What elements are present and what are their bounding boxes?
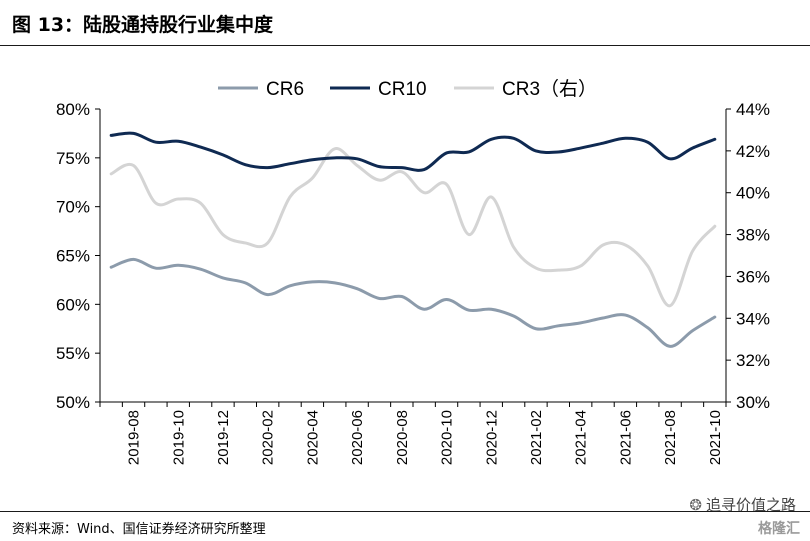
line-chart: 50% 55% 60% 65% 70% 75% 80% 30% 32% 34% 36% 38% 40% 4… <box>56 78 770 465</box>
x-tick-label: 2021-10 <box>707 410 724 465</box>
right-y-tick-label: 36% <box>736 267 770 286</box>
right-y-tick-label: 40% <box>736 184 770 203</box>
legend-label-cr6: CR6 <box>266 79 304 100</box>
x-tick-label: 2021-08 <box>662 410 679 465</box>
right-y-tick-label: 38% <box>736 226 770 245</box>
left-y-tick-label: 65% <box>56 247 90 266</box>
x-tick-label: 2020-06 <box>349 410 366 465</box>
series-line-cr6 <box>109 257 717 348</box>
left-y-tick-label: 60% <box>56 295 90 314</box>
figure-footer: 资料来源：Wind、国信证券经济研究所整理 <box>0 512 810 541</box>
right-y-tick-label: 34% <box>736 309 770 328</box>
watermark-account-text: 追寻价值之路 <box>705 496 796 514</box>
watermark-account: ❂ 追寻价值之路 <box>689 494 796 515</box>
left-y-tick-label: 55% <box>56 344 90 363</box>
x-tick-label: 2019-12 <box>215 410 232 465</box>
left-y-tick-label: 70% <box>56 198 90 217</box>
wechat-icon: ❂ <box>689 496 702 514</box>
x-tick-label: 2020-02 <box>260 410 277 465</box>
series-line-cr3 <box>109 147 717 308</box>
source-note: 资料来源：Wind、国信证券经济研究所整理 <box>12 522 266 537</box>
x-tick-label: 2021-06 <box>617 410 634 465</box>
left-y-tick-label: 50% <box>56 393 90 412</box>
top-rule <box>0 45 810 46</box>
left-y-tick-label: 80% <box>56 100 90 119</box>
x-tick-label: 2020-12 <box>483 410 500 465</box>
x-tick-label: 2020-04 <box>304 410 321 465</box>
right-y-tick-label: 42% <box>736 142 770 161</box>
legend-label-cr10: CR10 <box>378 79 427 100</box>
series-line-cr10 <box>109 131 717 172</box>
x-tick-label: 2021-04 <box>573 410 590 465</box>
legend-label-cr3: CR3（右） <box>502 78 597 100</box>
right-y-tick-label: 44% <box>736 100 770 119</box>
left-y-tick-label: 75% <box>56 149 90 168</box>
bottom-rule <box>0 511 810 512</box>
watermark-brand: 格隆汇 <box>758 521 800 537</box>
x-tick-label: 2020-10 <box>439 410 456 465</box>
right-y-tick-label: 32% <box>736 351 770 370</box>
x-tick-label: 2020-08 <box>394 410 411 465</box>
x-tick-label: 2019-10 <box>170 410 187 465</box>
figure-title: 图 13：陆股通持股行业集中度 <box>12 14 274 36</box>
x-tick-label: 2019-08 <box>126 410 143 465</box>
figure-header: 图 13：陆股通持股行业集中度 <box>0 0 810 46</box>
right-y-tick-label: 30% <box>736 393 770 412</box>
x-tick-label: 2021-02 <box>528 410 545 465</box>
